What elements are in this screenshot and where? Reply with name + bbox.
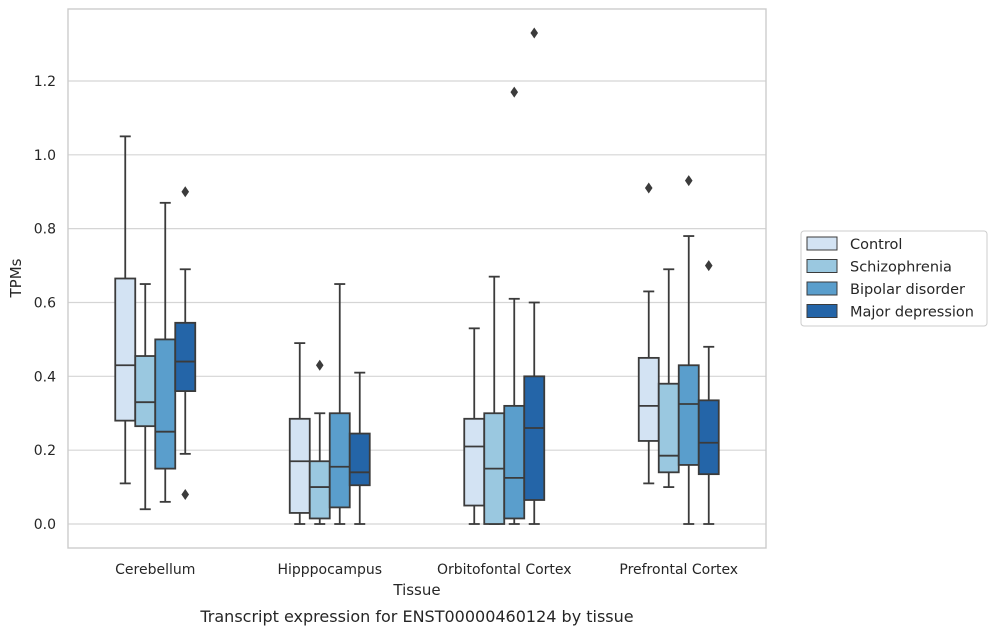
outlier-point — [315, 359, 324, 371]
legend-label: Schizophrenia — [850, 260, 952, 276]
y-axis-label: TPMs — [7, 258, 25, 298]
box-2-1 — [483, 275, 506, 525]
y-tick-label: 0.4 — [34, 369, 56, 385]
outlier-point — [684, 175, 693, 187]
box-body — [174, 321, 197, 392]
box-body — [503, 404, 526, 520]
box-0-1 — [134, 283, 157, 511]
box-1-1 — [308, 359, 331, 525]
box-1-2 — [328, 283, 351, 525]
legend-label: Bipolar disorder — [850, 282, 965, 298]
legend-label: Control — [850, 237, 902, 253]
legend-frame — [800, 230, 988, 327]
box-body — [637, 356, 660, 442]
x-tick-label: Cerebellum — [115, 562, 195, 578]
outlier-point — [644, 182, 653, 194]
legend-swatch — [806, 304, 838, 318]
y-axis-ticks: 0.0 0.2 0.4 0.6 0.8 1.0 1.2 — [34, 74, 56, 533]
box-0-0 — [114, 135, 137, 485]
plot-frame — [67, 8, 767, 549]
box-body — [114, 277, 137, 422]
box-body — [308, 460, 331, 520]
box-body — [523, 375, 546, 501]
box-body — [134, 355, 157, 428]
box-3-2 — [677, 175, 700, 525]
legend-label: Major depression — [850, 305, 974, 321]
box-body — [154, 338, 177, 470]
outlier-point — [181, 186, 190, 198]
box-body — [348, 432, 371, 487]
legend-swatch — [806, 236, 838, 251]
y-tick-label: 1.0 — [34, 148, 56, 164]
y-tick-label: 0.2 — [34, 443, 56, 459]
x-tick-label: Orbitofontal Cortex — [437, 562, 572, 578]
box-2-0 — [463, 327, 486, 525]
box-3-0 — [637, 182, 660, 485]
x-tick-label: Hipppocampus — [277, 562, 382, 578]
box-body — [328, 412, 351, 509]
x-tick-label: Prefrontal Cortex — [619, 562, 738, 578]
outlier-point — [704, 260, 713, 272]
y-tick-label: 0.8 — [34, 222, 56, 238]
legend-swatch — [806, 281, 838, 296]
outlier-point — [510, 86, 519, 98]
legend: Control Schizophrenia Bipolar disorder Majo… — [800, 230, 988, 327]
box-0-2 — [154, 201, 177, 503]
box-2-3 — [523, 27, 546, 525]
y-tick-label: 0.0 — [34, 517, 56, 533]
box-body — [288, 417, 311, 514]
box-1-0 — [288, 342, 311, 525]
y-tick-label: 0.6 — [34, 295, 56, 311]
box-2-2 — [503, 86, 526, 525]
plot-border — [67, 8, 767, 549]
boxes — [114, 27, 720, 525]
box-body — [677, 364, 700, 466]
outlier-point — [181, 488, 190, 500]
box-3-3 — [697, 260, 720, 525]
outlier-point — [530, 27, 539, 39]
box-1-3 — [348, 371, 371, 525]
box-body — [657, 382, 680, 474]
x-axis-ticks: Cerebellum Hipppocampus Orbitofontal Corte… — [115, 562, 738, 578]
chart-caption: Transcript expression for ENST0000046012… — [199, 607, 633, 626]
box-body — [697, 399, 720, 476]
y-tick-label: 1.2 — [34, 74, 56, 90]
box-3-1 — [657, 268, 680, 488]
x-axis-label: Tissue — [392, 581, 440, 599]
legend-swatch — [806, 259, 838, 273]
box-body — [463, 417, 486, 507]
box-0-3 — [174, 186, 197, 500]
